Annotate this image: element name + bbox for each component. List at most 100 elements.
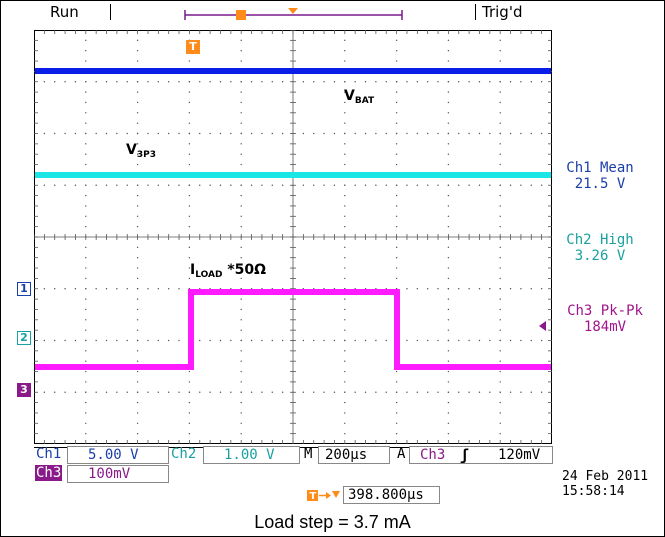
timebase-box[interactable]: 200µs (318, 446, 390, 464)
grid-dot (395, 153, 398, 155)
grid-dot (344, 101, 346, 104)
grid-dot (395, 225, 398, 228)
grid-dot (478, 132, 481, 135)
grid-dot (136, 101, 139, 104)
grid-dot (395, 370, 398, 373)
grid-dot (136, 194, 139, 197)
grid-dot (136, 308, 139, 311)
ch2-ground-marker[interactable]: 2 (17, 331, 31, 345)
grid-dot (240, 350, 242, 352)
grid-dot (85, 319, 87, 321)
grid-dot (354, 132, 356, 135)
grid-dot (447, 205, 450, 207)
grid-dot (199, 184, 201, 186)
grid-dot (426, 339, 429, 342)
grid-dot (240, 163, 242, 166)
grid-dot (64, 81, 66, 83)
ch3-scale-box[interactable]: 100mV (67, 465, 169, 483)
grid-dot (136, 288, 139, 290)
grid-dot (136, 60, 139, 62)
grid-dot (85, 132, 87, 135)
grid-dot (437, 288, 439, 290)
grid-dot (499, 381, 501, 383)
grid-dot (281, 81, 284, 83)
grid-dot (406, 81, 408, 83)
grid-dot (489, 184, 491, 186)
grid-dot (136, 350, 139, 352)
grid-dot (509, 288, 512, 290)
grid-dot (437, 81, 439, 83)
grid-dot (468, 132, 470, 135)
grid-dot (85, 432, 87, 435)
grid-dot (344, 401, 346, 404)
grid-dot (530, 184, 532, 186)
grid-dot (323, 339, 325, 342)
grid-dot (74, 81, 77, 83)
grid-dot (395, 132, 398, 135)
grid-dot (447, 81, 450, 83)
grid-dot (478, 391, 481, 393)
ch3-label[interactable]: Ch3 (35, 465, 63, 481)
trigger-point-marker: T (186, 40, 200, 54)
measurement-value: 21.5 V (574, 176, 626, 192)
grid-dot (230, 132, 232, 135)
grid-dot (136, 422, 139, 424)
grid-dot (416, 132, 419, 135)
grid-dot (323, 184, 325, 186)
ch1-scale-box[interactable]: 5.00 V (67, 446, 169, 464)
trigger-position-box[interactable]: 398.800µs (343, 486, 440, 504)
grid-dot (219, 81, 222, 83)
grid-dot (240, 194, 242, 197)
grid-dot (395, 39, 398, 42)
grid-dot (240, 412, 242, 414)
grid-dot (344, 422, 346, 424)
grid-dot (167, 132, 170, 135)
grid-dot (375, 184, 377, 186)
grid-dot (230, 81, 232, 83)
grid-dot (136, 298, 139, 300)
vbat-label: VBAT (344, 88, 375, 106)
grid-dot (178, 339, 180, 342)
grid-dot (74, 288, 77, 290)
grid-dot (447, 112, 450, 114)
grid-dot (95, 288, 97, 290)
grid-dot (64, 288, 66, 290)
grid-dot (281, 339, 284, 342)
grid-dot (126, 132, 128, 135)
grid-dot (499, 298, 501, 300)
grid-dot (85, 163, 87, 166)
grid-dot (188, 112, 191, 114)
ch1-label[interactable]: Ch1 (36, 446, 62, 462)
trigger-level-arrow-icon (539, 321, 546, 331)
trigger-settings-box[interactable]: Ch3 ʃ 120mV (409, 446, 553, 464)
grid-dot (188, 101, 191, 104)
grid-dot (499, 329, 501, 331)
grid-dot (126, 288, 128, 290)
grid-dot (261, 391, 263, 393)
grid-dot (509, 132, 512, 135)
grid-dot (136, 122, 139, 124)
measurement-title: Ch3 Pk-Pk (567, 303, 643, 319)
grid-dot (85, 60, 87, 62)
grid-dot (344, 91, 346, 93)
grid-dot (250, 339, 253, 342)
ch2-label[interactable]: Ch2 (171, 446, 197, 462)
grid-dot (468, 81, 470, 83)
grid-dot (261, 132, 263, 135)
ch1-ground-marker[interactable]: 1 (17, 282, 31, 296)
grid-dot (333, 184, 336, 186)
grid-dot (447, 267, 450, 269)
grid-dot (136, 184, 139, 186)
grid-dot (209, 339, 211, 342)
grid-dot (364, 132, 367, 135)
grid-dot (136, 132, 139, 135)
v3p3-label: V3P3 (126, 142, 156, 160)
grid-dot (499, 39, 501, 42)
grid-dot (157, 391, 160, 393)
ch2-scale-box[interactable]: 1.00 V (203, 446, 300, 464)
grid-dot (344, 143, 346, 145)
grid-dot (499, 391, 501, 393)
trigger-status: Trig'd (482, 3, 523, 21)
grid-dot (188, 246, 191, 249)
ch3-ground-marker[interactable]: 3 (17, 383, 31, 397)
